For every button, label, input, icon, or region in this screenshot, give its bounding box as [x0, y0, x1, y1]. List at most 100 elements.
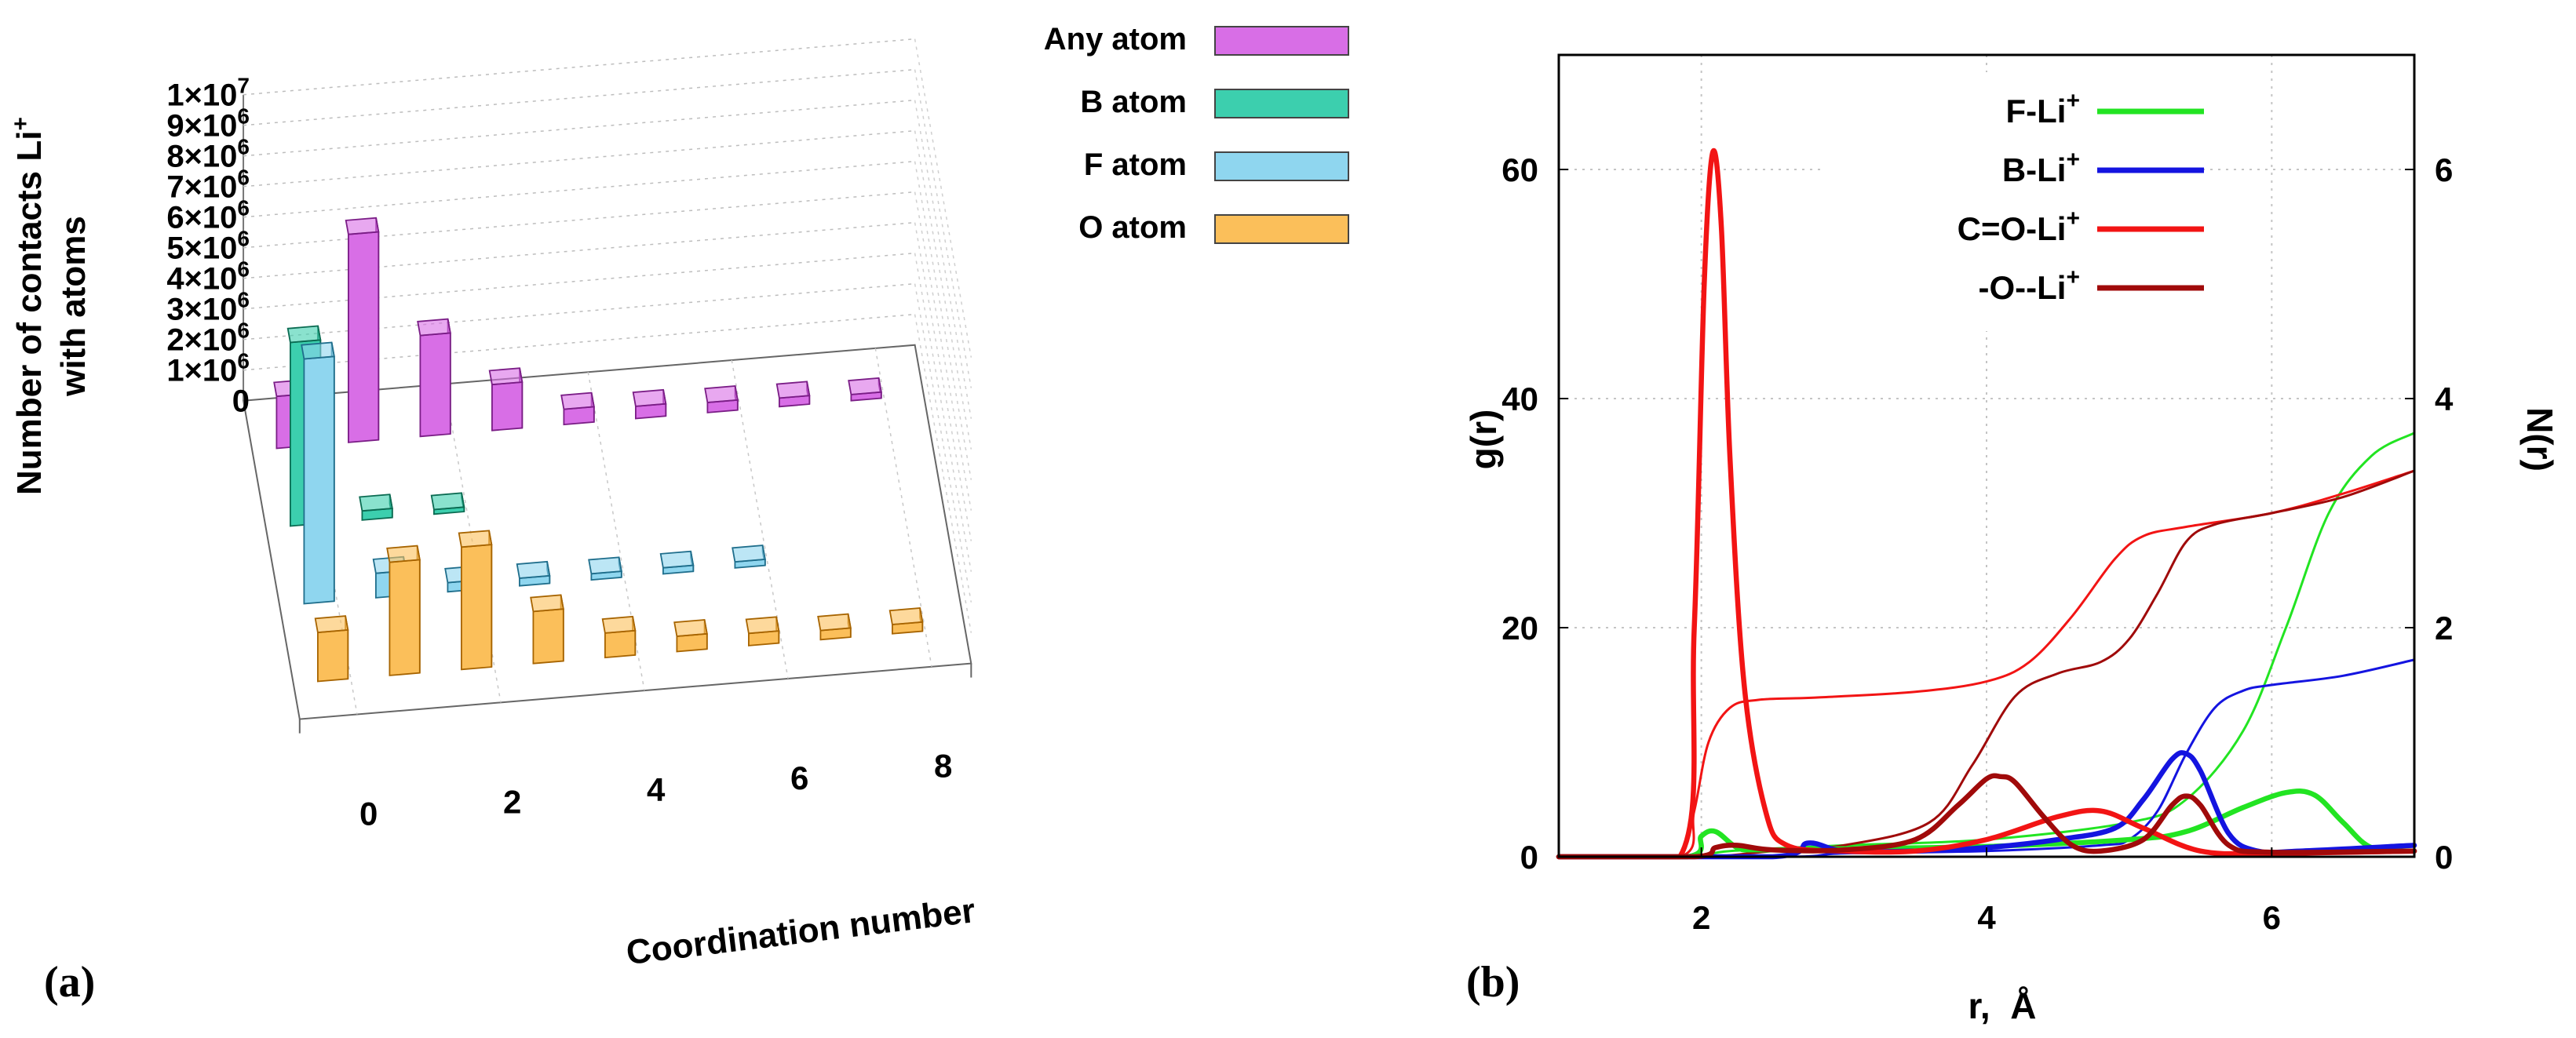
bar-any-cn6: [704, 385, 739, 413]
a-y-tick-label: 1×107: [166, 74, 250, 113]
a-y-tick-base: 4×10: [166, 262, 237, 297]
a-side-grid-line: [914, 100, 972, 419]
a-x-tick-label: 8: [934, 748, 952, 785]
b-x-tick-label: 2: [1692, 899, 1710, 936]
bar-o-cn8: [888, 607, 924, 635]
a-y-tick-label: 0: [232, 384, 250, 419]
bar-top: [632, 388, 667, 407]
a-side-grid-line: [914, 283, 972, 603]
bar-any-cn8: [848, 377, 882, 402]
bar-top: [601, 615, 637, 634]
bar-top: [530, 594, 564, 613]
a-side-grid-line: [914, 314, 972, 633]
a-y-tick-base: 1×10: [166, 78, 237, 113]
a-grid-line: [243, 99, 915, 157]
b-line-bli-nr: [1557, 658, 2416, 858]
a-legend-label: Any atom: [1044, 22, 1187, 56]
a-legend-swatch: [1214, 89, 1349, 118]
b-x-tick-label: 4: [1977, 899, 1996, 936]
a-grid-line: [243, 68, 915, 126]
a-y-tick-label: 5×106: [166, 227, 250, 266]
bar-o-cn3: [530, 594, 564, 665]
a-y-tick-exp: 6: [237, 135, 250, 159]
a-grid-line: [243, 191, 915, 249]
a-y-tick-label: 2×106: [166, 319, 250, 358]
b-series-lines: [1556, 148, 2417, 860]
a-grid-line: [243, 252, 915, 310]
b-line-coli-gr: [1556, 148, 2417, 860]
a-grid-line: [243, 313, 915, 371]
bar-o-cn5: [673, 619, 708, 653]
b-legend-label-text: F-Li: [2006, 93, 2067, 129]
a-x-tick-labels: 0 2 4 6 8: [359, 748, 952, 832]
b-legend-label-sup: +: [2066, 88, 2080, 114]
a-grid-line: [243, 38, 915, 96]
bar-top: [359, 494, 393, 512]
a-y-tick-label: 9×106: [166, 104, 250, 144]
bar-top: [386, 544, 421, 563]
panel-label-b: (b): [1466, 958, 1520, 1007]
bar-top: [888, 607, 924, 625]
b-line-oli-gr: [1556, 773, 2417, 860]
b-y-tick-label: 0: [1520, 839, 1538, 876]
bar-any-cn2: [417, 318, 451, 438]
a-legend-swatch: [1214, 26, 1349, 56]
b-y2-tick-label: 4: [2435, 381, 2454, 417]
bar-front: [461, 544, 493, 671]
a-y-tick-labels: 1×1079×1068×1067×1066×1065×1064×1063×106…: [166, 74, 250, 419]
a-y-tick-exp: 6: [237, 227, 250, 251]
bar-o-cn6: [745, 616, 780, 646]
b-legend-label: F-Li+: [2006, 88, 2081, 129]
a-side-grid-line: [914, 222, 972, 541]
a-y-axis-label-line1: Number of contacts Li+: [8, 117, 49, 495]
bar-o-cn7: [817, 613, 852, 641]
bar-any-cn1: [345, 217, 380, 443]
a-y-tick-base: 3×10: [166, 293, 237, 327]
a-grid-line: [243, 282, 915, 341]
bar-o-cn1: [386, 544, 421, 676]
bar-any-cn4: [560, 392, 595, 426]
bar-front: [347, 231, 380, 443]
bar-top: [745, 616, 780, 635]
bar-f-cn0: [301, 341, 335, 605]
bar-front: [532, 608, 564, 665]
b-legend-label-sup: +: [2066, 264, 2080, 290]
a-legend-label: F atom: [1084, 148, 1187, 182]
b-line-oli-nr: [1557, 469, 2416, 858]
a-y-tick-base: 1×10: [166, 354, 237, 388]
bar-top: [488, 367, 524, 386]
b-y2-tick-label: 0: [2435, 839, 2453, 876]
b-legend: F-Li+B-Li+C=O-Li+-O--Li+: [1821, 72, 2204, 331]
a-y-tick-label: 8×106: [166, 135, 250, 174]
bar-top: [673, 619, 708, 637]
bar-front: [389, 559, 421, 676]
panel-label-a: (a): [44, 958, 95, 1007]
bar-top: [588, 556, 622, 575]
bar-top: [417, 318, 451, 337]
a-grid-line: [243, 129, 915, 188]
a-y-tick-base: 6×10: [166, 201, 237, 235]
a-y-tick-label: 4×106: [166, 257, 250, 297]
bar-top: [301, 341, 335, 360]
bar-top: [314, 615, 349, 634]
b-legend-label-text: C=O-Li: [1958, 210, 2067, 247]
bar-front: [604, 629, 637, 659]
a-grid-line: [243, 160, 915, 218]
a-bars: [273, 217, 924, 683]
bar-top: [516, 560, 551, 579]
a-y-tick-base: 7×10: [166, 170, 237, 205]
a-grid-line: [243, 221, 915, 279]
a-y-tick-label: 3×106: [166, 288, 250, 327]
bar-top: [659, 550, 695, 569]
a-x-tick-label: 4: [647, 771, 666, 808]
a-side-grid-line: [914, 191, 972, 511]
a-y-tick-base: 0: [232, 384, 250, 419]
a-depth-guide: [731, 359, 789, 679]
a-y-tick-base: 8×10: [166, 140, 237, 174]
b-y-tick-label: 20: [1501, 610, 1538, 646]
b-y2-axis-label: N(r): [2519, 407, 2560, 472]
b-x-axis-label: r, Å: [1968, 985, 2037, 1026]
a-legend-label: O atom: [1078, 210, 1187, 245]
